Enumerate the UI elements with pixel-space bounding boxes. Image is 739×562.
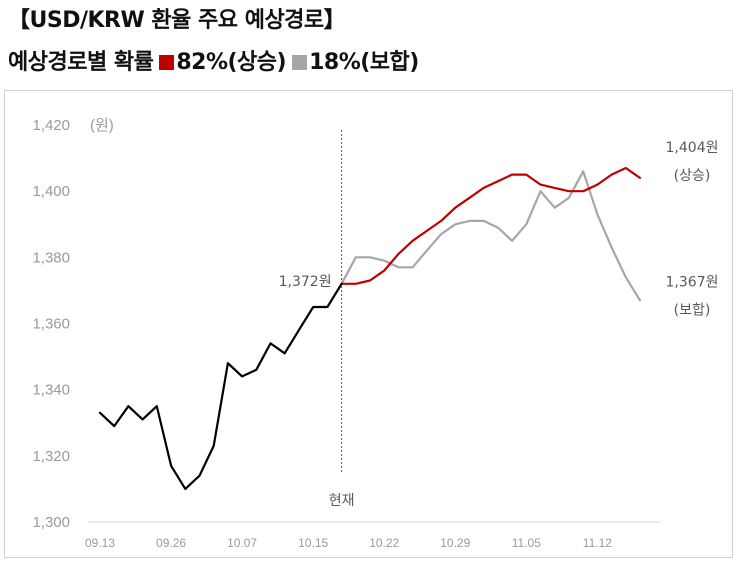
- x-tick-label: 10.29: [440, 536, 470, 550]
- subtitle-text: 예상경로별 확률: [8, 50, 154, 75]
- legend-swatch-flat: [292, 55, 308, 70]
- legend-swatch-up: [159, 55, 175, 70]
- x-axis-ticks: 09.13 09.26 10.07 10.15 10.22 10.29 11.05 11.12: [85, 536, 612, 550]
- chart-title: 【USD/KRW 환율 주요 예상경로】: [8, 8, 346, 33]
- chart-subtitle: 예상경로별 확률 82%(상승) 18%(보합): [8, 44, 419, 76]
- y-axis-ticks: 1,300 1,320 1,340 1,360 1,380 1,400 1,420: [32, 117, 70, 531]
- y-tick-label: 1,380: [32, 249, 70, 266]
- annotation-flat-value: 1,367원: [666, 274, 719, 290]
- y-tick-label: 1,360: [32, 316, 70, 333]
- annotation-current-value: 1,372원: [279, 274, 332, 290]
- legend-label-flat: 18%(보합): [309, 50, 419, 75]
- x-tick-label: 10.15: [298, 536, 328, 550]
- series-lines: [98, 166, 642, 490]
- annotation-flat-label: (보합): [674, 302, 711, 318]
- chart-panel: [4, 90, 733, 558]
- y-unit-label: (원): [90, 117, 114, 134]
- x-tick-label: 09.26: [156, 536, 186, 550]
- x-tick-label: 11.12: [583, 536, 612, 550]
- x-tick-label: 11.05: [512, 536, 541, 550]
- series-line-1: [340, 166, 642, 285]
- annotation-up-value: 1,404원: [666, 140, 719, 156]
- series-line-2: [340, 170, 642, 302]
- x-tick-label: 10.22: [369, 536, 399, 550]
- series-line-0: [98, 282, 343, 490]
- x-tick-label: 09.13: [85, 536, 115, 550]
- y-tick-label: 1,300: [32, 514, 70, 531]
- y-tick-label: 1,400: [32, 183, 70, 200]
- current-date-label: 현재: [329, 493, 355, 509]
- annotation-up-label: (상승): [674, 168, 711, 184]
- legend-label-up: 82%(상승): [176, 50, 287, 75]
- x-tick-label: 10.07: [227, 536, 257, 550]
- y-tick-label: 1,340: [32, 382, 70, 399]
- y-tick-label: 1,320: [32, 448, 70, 465]
- y-tick-label: 1,420: [32, 117, 70, 134]
